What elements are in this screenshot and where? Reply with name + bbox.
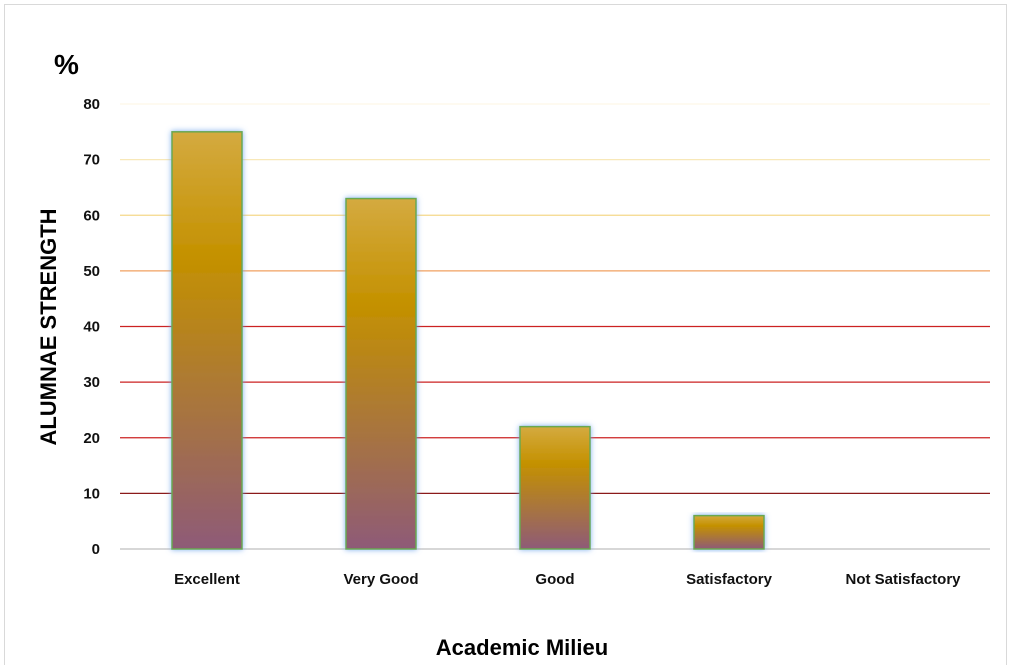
bar-very-good bbox=[345, 197, 417, 550]
x-tick-label: Excellent bbox=[174, 571, 240, 588]
bar-excellent bbox=[171, 131, 243, 550]
y-tick-label: 10 bbox=[83, 485, 100, 502]
y-tick-label: 40 bbox=[83, 319, 100, 336]
bar-satisfactory bbox=[693, 514, 765, 550]
y-tick-label: 20 bbox=[83, 430, 100, 447]
x-axis-title: Academic Milieu bbox=[436, 635, 608, 660]
y-tick-label: 60 bbox=[83, 207, 100, 224]
bars bbox=[171, 131, 765, 550]
y-tick-label: 80 bbox=[83, 96, 100, 113]
y-tick-label: 0 bbox=[92, 541, 100, 558]
y-axis-title: ALUMNAE STRENGTH bbox=[36, 208, 61, 445]
x-tick-label: Good bbox=[535, 571, 574, 588]
x-tick-labels: Excellent Very Good Good Satisfactory Not Sa… bbox=[174, 571, 961, 588]
y-unit-label: % bbox=[54, 49, 79, 80]
y-tick-label: 50 bbox=[83, 263, 100, 280]
x-tick-label: Very Good bbox=[343, 571, 418, 588]
x-tick-label: Not Satisfactory bbox=[845, 571, 961, 588]
y-tick-labels: 0 10 20 30 40 50 60 70 80 bbox=[83, 96, 100, 558]
chart-frame bbox=[4, 4, 1007, 665]
y-tick-label: 70 bbox=[83, 152, 100, 169]
x-tick-label: Satisfactory bbox=[686, 571, 773, 588]
bar-good bbox=[519, 425, 591, 550]
y-tick-label: 30 bbox=[83, 374, 100, 391]
